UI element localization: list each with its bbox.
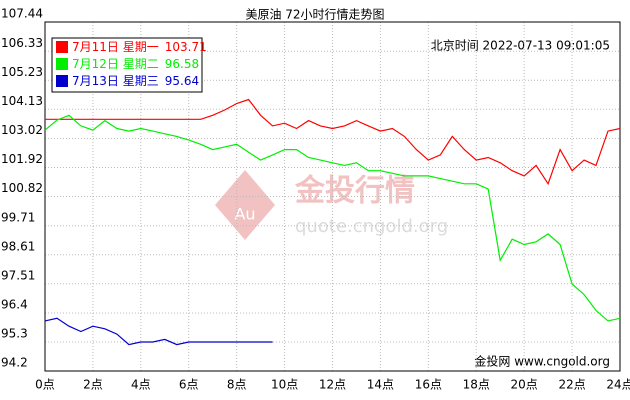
x-tick-label: 0点 [35,378,55,392]
y-tick-label: 97.51 [1,268,35,282]
legend-name: 7月11日 星期一 [72,40,159,54]
y-tick-label: 98.61 [1,239,35,253]
y-tick-label: 94.2 [1,356,28,370]
x-tick-label: 2点 [83,378,103,392]
legend-swatch [56,58,68,70]
x-tick-label: 18点 [463,378,490,392]
legend-entry: 7月11日 星期一 103.71 [72,40,207,54]
x-tick-label: 14点 [367,378,394,392]
legend-value: 96.58 [165,57,199,71]
legend-value: 103.71 [165,40,207,54]
y-tick-label: 104.13 [1,94,43,108]
y-tick-label: 105.23 [1,65,43,79]
watermark: Au 金投行情 quote.cngold.org [215,170,448,240]
watermark-logo [215,170,275,240]
x-tick-label: 20点 [511,378,538,392]
line-series [45,98,621,186]
x-tick-label: 16点 [415,378,442,392]
watermark-badge: Au [234,205,255,224]
line-series [44,317,273,346]
timestamp: 北京时间 2022-07-13 09:01:05 [431,39,610,53]
legend-swatch [56,41,68,53]
source: 金投网 www.cngold.org [474,354,610,369]
line-series [44,114,621,322]
watermark-url: quote.cngold.org [295,216,448,237]
y-tick-label: 107.44 [1,7,43,21]
x-tick-label: 8点 [227,378,247,392]
legend-value: 95.64 [165,74,199,88]
legend: 7月11日 星期一 103.71 7月12日 星期二 96.58 7月13日 星期三 95… [51,37,207,93]
legend-swatch [56,75,68,87]
y-tick-label: 100.82 [1,181,43,195]
legend-name: 7月12日 星期二 [72,57,159,71]
x-tick-label: 24点 [606,378,630,392]
x-tick-label: 10点 [271,378,298,392]
x-tick-label: 6点 [179,378,199,392]
x-tick-label: 4点 [131,378,151,392]
y-tick-label: 96.4 [1,298,28,312]
y-tick-label: 95.3 [1,327,28,341]
legend-entry: 7月12日 星期二 96.58 [72,57,199,71]
plot-frame [44,21,621,372]
x-tick-label: 22点 [558,378,585,392]
chart-title: 美原油 72小时行情走势图 [245,8,384,22]
y-tick-label: 101.92 [1,152,43,166]
y-tick-label: 106.33 [1,36,43,50]
legend-name: 7月13日 星期三 [72,74,159,88]
legend-box [51,37,203,93]
watermark-text: 金投行情 [294,174,415,209]
x-tick-label: 12点 [319,378,346,392]
y-tick-label: 103.02 [1,123,43,137]
legend-entry: 7月13日 星期三 95.64 [72,74,199,88]
y-tick-label: 99.71 [1,210,35,224]
